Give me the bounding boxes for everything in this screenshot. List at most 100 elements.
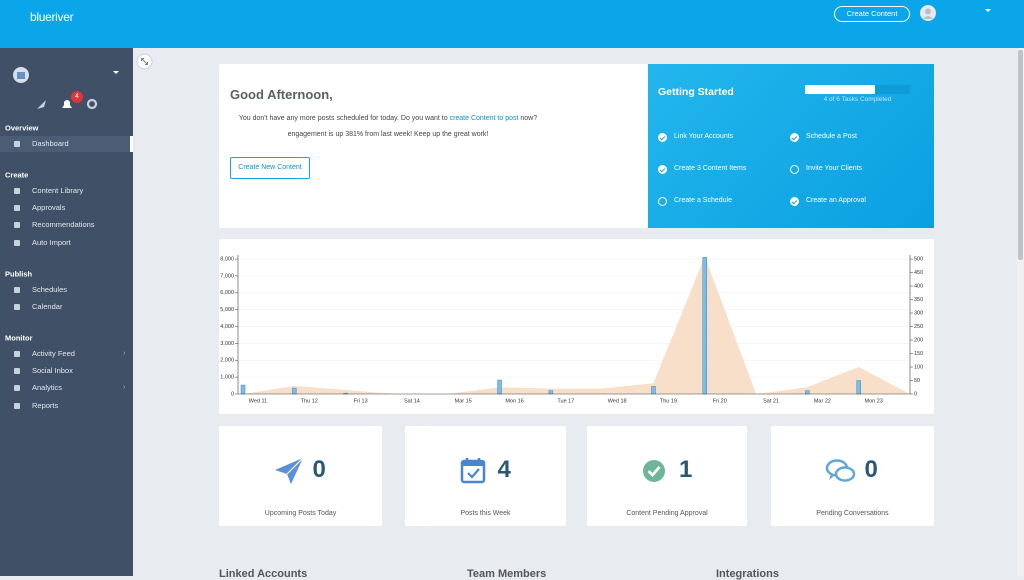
task-label: Schedule a Post [806,133,857,140]
nav-icon [14,187,20,194]
nav-icon [14,286,20,293]
welcome-message: You don't have any more posts scheduled … [219,115,557,122]
nav-label: Approvals [32,203,66,213]
task-status [658,197,667,206]
create-content-link[interactable]: create Content to post [449,115,519,122]
nav-icon [14,141,20,147]
x-tick-label: Wed 18 [608,398,627,404]
bar [856,380,861,395]
section-heading: Monitor [5,333,33,343]
stat-icon [460,458,485,484]
task-status [658,133,667,142]
sidebar-icons [37,98,98,110]
nav-label: Analytics [32,383,63,393]
greeting: Good Afternoon, [230,87,333,102]
stat-icon [643,460,665,482]
section-heading: Create [5,170,29,180]
nav-label: Auto Import [32,237,71,247]
y-tick-label: 5,000 [220,307,234,313]
settings-icon[interactable] [86,98,98,110]
stat-value: 1 [679,456,693,483]
bar [548,390,554,395]
section-heading: Linked Accounts [219,568,308,580]
area [243,256,910,394]
nav-item[interactable]: Calendar [0,299,133,315]
y-tick-label: 0 [231,391,234,397]
y2-tick-label: 200 [914,337,923,343]
nav-caret: › [123,349,126,357]
section-heading: Team Members [467,568,547,580]
nav-label: Calendar [32,301,63,311]
progress-bar [805,85,910,94]
create-new-content-button[interactable]: Create New Content [230,157,310,179]
task-status [658,165,667,174]
nav-label: Dashboard [32,139,69,148]
x-tick-label: Thu 12 [301,398,318,404]
stat-card: 0 Pending Conversations [771,426,934,526]
y2-tick-label: 400 [914,283,923,289]
account-avatar[interactable] [12,66,30,84]
rocket-icon[interactable] [37,100,46,109]
scrollbar[interactable] [1017,48,1024,576]
bar [292,387,297,395]
nav-item[interactable]: Social Inbox [0,363,133,379]
y-tick-label: 3,000 [220,341,234,347]
task-status [790,165,799,174]
stat-label: Content Pending Approval [626,510,708,517]
scrollbar-thumb[interactable] [1018,50,1023,260]
notification-badge: 4 [71,91,83,103]
dropdown-caret[interactable] [985,9,993,14]
stat-value: 0 [312,456,326,483]
bar [240,384,246,395]
logo[interactable]: blueriver [30,10,74,24]
y-tick-label: 2,000 [220,358,234,364]
bar [651,386,656,395]
section-heading: Overview [5,123,39,133]
getting-started-panel: Getting Started 4 of 6 Tasks Completed L… [648,64,934,228]
account-caret[interactable] [113,71,121,76]
task-label: Create 3 Content Items [674,165,747,172]
create-content-button[interactable]: Create Content [834,6,910,22]
nav-item[interactable]: Approvals [0,200,133,216]
nav-item[interactable]: Reports [0,398,133,414]
y2-tick-label: 350 [914,297,923,303]
x-tick-label: Sat 14 [404,398,420,404]
x-tick-label: Mon 16 [505,398,523,404]
stat-label: Upcoming Posts Today [264,510,337,517]
nav-item[interactable]: Analytics › [0,380,133,396]
chart: 0 1,000 2,000 3,000 4,000 5,000 6,000 7,000 8,00… [220,255,923,404]
nav-icon [14,303,20,310]
bell-icon[interactable] [62,100,72,108]
stat-icon [274,457,303,484]
nav-label: Reports [32,400,59,410]
message-text: You don't have any more posts scheduled … [238,115,450,122]
stat-label: Posts this Week [460,510,511,517]
task-status [790,133,799,142]
nav-item[interactable]: Content Library [0,183,133,199]
nav-label: Recommendations [32,220,95,230]
x-tick-label: Mar 15 [455,398,472,404]
nav-icon [14,402,20,409]
nav-item[interactable]: Schedules [0,282,133,298]
x-tick-label: Tue 17 [557,398,574,404]
nav-item[interactable]: Activity Feed › [0,346,133,362]
nav-icon [14,350,20,357]
y-tick-label: 4,000 [220,324,234,330]
y2-tick-label: 150 [914,351,923,357]
stat-card: 1 Content Pending Approval [587,426,747,526]
section-heading: Publish [5,269,33,278]
y2-tick-label: 450 [914,270,923,276]
nav-item[interactable]: Dashboard [0,136,133,152]
x-tick-label: Mon 23 [865,398,883,404]
task-label: Create an Approval [806,197,866,204]
message-text: now? [518,115,538,122]
progress-label: 4 of 6 Tasks Completed [823,96,892,103]
nav-item[interactable]: Recommendations [0,217,133,233]
collapse-toggle[interactable] [136,53,153,70]
progress-fill [805,85,875,94]
task-label: Invite Your Clients [806,165,863,172]
avatar[interactable] [920,5,936,21]
y2-tick-label: 100 [914,364,923,370]
nav-item[interactable]: Auto Import [0,235,133,251]
